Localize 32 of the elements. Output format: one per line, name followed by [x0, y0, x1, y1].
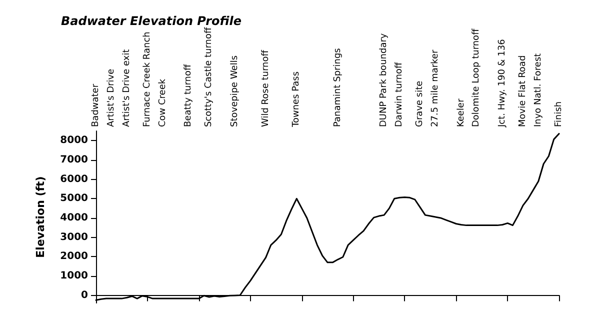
- x-tick-label: Townes Pass: [292, 71, 302, 128]
- x-tick-label: Finish: [554, 101, 564, 127]
- x-tick-label: Beatty turnoff: [184, 64, 194, 127]
- y-tick-label: 0: [81, 290, 88, 301]
- chart-title: Badwater Elevation Profile: [61, 14, 242, 28]
- y-tick-label: 6000: [60, 174, 88, 185]
- y-tick-label: 7000: [60, 154, 88, 166]
- x-tick-label: Artist's Drive exit: [122, 48, 132, 127]
- x-tick-label: Darwin turnoff: [394, 61, 405, 127]
- x-tick-label: Wild Rose turnoff: [260, 49, 271, 127]
- y-tick-label: 5000: [60, 193, 88, 204]
- x-tick-label: Badwater: [91, 84, 101, 127]
- y-tick-label: 1000: [60, 270, 88, 282]
- x-tick-label: 27.5 mile marker: [430, 50, 441, 127]
- y-tick-label: 8000: [60, 135, 88, 146]
- x-tick-label: Movie Flat Road: [518, 55, 528, 127]
- x-tick-label: Scotty's Castle turnoff: [204, 26, 214, 127]
- x-tick-label: Inyo Natl. Forest: [533, 52, 544, 127]
- x-tick-label: Jct. Hwy. 190 & 136: [497, 38, 508, 128]
- x-tick-label: Furnace Creek Ranch: [142, 32, 152, 127]
- x-tick-label: DUNP Park boundary: [379, 32, 390, 127]
- x-tick-label: Stovepipe Wells: [230, 55, 240, 127]
- x-tick-label: Artist's Drive: [106, 68, 116, 127]
- x-tick-label: Cow Creek: [158, 78, 168, 127]
- y-tick-label: 4000: [60, 212, 88, 224]
- x-tick-label: Dolomite Loop turnoff: [472, 28, 482, 127]
- x-tick-label: Grave site: [415, 80, 426, 127]
- x-tick-label: Keeler: [456, 98, 466, 127]
- y-tick-label: 3000: [60, 232, 88, 243]
- y-tick-label: 2000: [60, 251, 88, 262]
- y-axis-title: Elevation (ft): [34, 176, 47, 258]
- x-tick-label: Panamint Springs: [332, 48, 343, 127]
